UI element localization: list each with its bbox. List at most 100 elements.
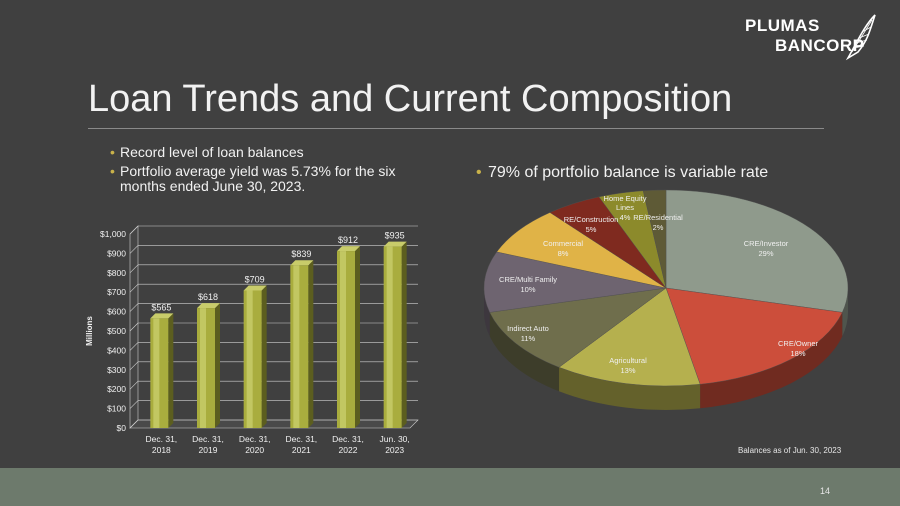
pie-slice — [483, 251, 667, 313]
y-tick-label: $700 — [107, 287, 126, 297]
pie-slice-label: CRE/Investor — [744, 239, 789, 248]
pie-slice — [642, 189, 667, 289]
y-axis-label: Millions — [85, 316, 94, 346]
left-bullet-list: • Record level of loan balances • Portfo… — [110, 145, 440, 198]
page-title: Loan Trends and Current Composition — [88, 78, 733, 120]
pie-slice-label: CRE/Multi Family — [499, 275, 557, 284]
bar-side — [355, 246, 360, 428]
bar-data-label: $709 — [245, 274, 265, 284]
pie-slice-percent: 5% — [586, 225, 597, 234]
logo-line-2: BANCORP — [775, 36, 865, 55]
x-tick-label: Dec. 31, — [332, 434, 364, 444]
pie-slice-percent: 29% — [758, 249, 773, 258]
bar-side — [261, 285, 267, 428]
bar-highlight — [340, 251, 346, 428]
gridline-depth — [129, 283, 139, 293]
gridline-depth — [129, 225, 139, 235]
y-tick-label: $200 — [107, 384, 126, 394]
y-tick-label: $1,000 — [100, 229, 126, 239]
footer-bar — [0, 468, 900, 506]
y-tick-label: $600 — [107, 307, 126, 317]
feather-icon — [845, 14, 876, 61]
loan-composition-pie-chart: CRE/Investor29%CRE/Owner18%Agricultural1… — [483, 189, 849, 410]
bar-highlight — [246, 290, 253, 428]
bar — [150, 318, 169, 428]
bar-data-label: $565 — [151, 302, 171, 312]
loan-balance-bar-chart: $0 $100 $200 $300 $400 $500 $600 $700 $800 $900 $1… — [85, 225, 419, 455]
x-tick-label: 2023 — [385, 445, 404, 455]
bar-highlight — [386, 246, 393, 428]
x-tick-label: Dec. 31, — [146, 434, 178, 444]
y-tick-label: $100 — [107, 404, 126, 414]
x-tick-label: Jun. 30, — [380, 434, 410, 444]
x-tick-label: Dec. 31, — [286, 434, 318, 444]
y-tick-label: $0 — [117, 423, 127, 433]
bar-side — [308, 260, 314, 428]
gridline-depth — [129, 380, 139, 390]
pie-slice — [489, 287, 667, 368]
bullet-text: 79% of portfolio balance is variable rat… — [488, 164, 769, 181]
logo-line-1: PLUMAS — [745, 16, 820, 35]
gridline-depth — [129, 342, 139, 351]
pie-slice-percent: 10% — [520, 285, 535, 294]
bar-data-label: $839 — [291, 249, 311, 259]
pie-slice-side — [484, 288, 490, 337]
bar-top — [290, 260, 314, 266]
pie-slice-side — [842, 288, 848, 337]
x-tick-label: 2018 — [152, 445, 171, 455]
pie-slice-label: Indirect Auto — [507, 324, 549, 333]
pie-slice-percent: 11% — [521, 334, 536, 343]
bar-data-label: $935 — [385, 231, 405, 241]
pie-slice-side — [489, 312, 560, 392]
x-tick-label: 2022 — [339, 445, 358, 455]
pie-slice-percent: 13% — [620, 366, 635, 375]
bullet-text: Record level of loan balances — [120, 144, 304, 160]
x-tick-label: Dec. 31, — [239, 434, 271, 444]
page-number: 14 — [819, 486, 830, 496]
pie-slice-label: Home Equity — [604, 194, 647, 203]
bar-side — [401, 241, 407, 428]
right-bullet: • 79% of portfolio balance is variable r… — [476, 164, 768, 182]
bullet-dot-icon: • — [476, 164, 482, 181]
gridline-depth — [129, 303, 139, 312]
balances-note: Balances as of Jun. 30, 2023 — [738, 446, 842, 455]
bar-side — [215, 303, 220, 428]
x-tick-label: 2020 — [245, 445, 264, 455]
gridline-depth — [129, 245, 139, 254]
gridline-depth — [129, 264, 139, 274]
gridline-depth — [129, 400, 139, 409]
y-tick-label: $800 — [107, 268, 126, 278]
gridline-depth — [129, 419, 139, 429]
pie-slice-label: RE/Construction — [564, 215, 619, 224]
bar-side — [168, 313, 174, 428]
pie-slice-percent: 8% — [558, 249, 569, 258]
pie-slice-side — [559, 367, 701, 410]
y-tick-label: $400 — [107, 345, 126, 355]
bar — [243, 290, 262, 428]
bar-top — [197, 303, 220, 309]
pie-slice-label: Agricultural — [609, 356, 647, 365]
bar-top — [383, 241, 407, 247]
pie-slice-side — [700, 312, 843, 409]
x-tick-label: 2021 — [292, 445, 311, 455]
pie-slice-label: Commercial — [543, 239, 583, 248]
bullet-dot-icon: • — [110, 144, 115, 160]
pie-slice-label: Lines — [616, 203, 634, 212]
pie-slice-percent: 4% — [620, 213, 631, 222]
bar-data-label: $912 — [338, 235, 358, 245]
bar-top — [337, 246, 360, 252]
bullet-dot-icon: • — [110, 163, 115, 179]
y-tick-label: $500 — [107, 326, 126, 336]
gridline-depth — [129, 322, 139, 332]
bar-highlight — [293, 265, 300, 428]
x-tick-label: 2019 — [199, 445, 218, 455]
bar-highlight — [153, 318, 160, 428]
pie-slice-percent: 2% — [653, 223, 664, 232]
pie-slice — [558, 287, 701, 387]
bar-highlight — [200, 308, 206, 428]
pie-slice-percent: 18% — [790, 349, 805, 358]
y-tick-label: $300 — [107, 365, 126, 375]
y-tick-label: $900 — [107, 248, 126, 258]
pie-slice-label: RE/Residential — [633, 213, 683, 222]
title-divider — [88, 128, 824, 129]
